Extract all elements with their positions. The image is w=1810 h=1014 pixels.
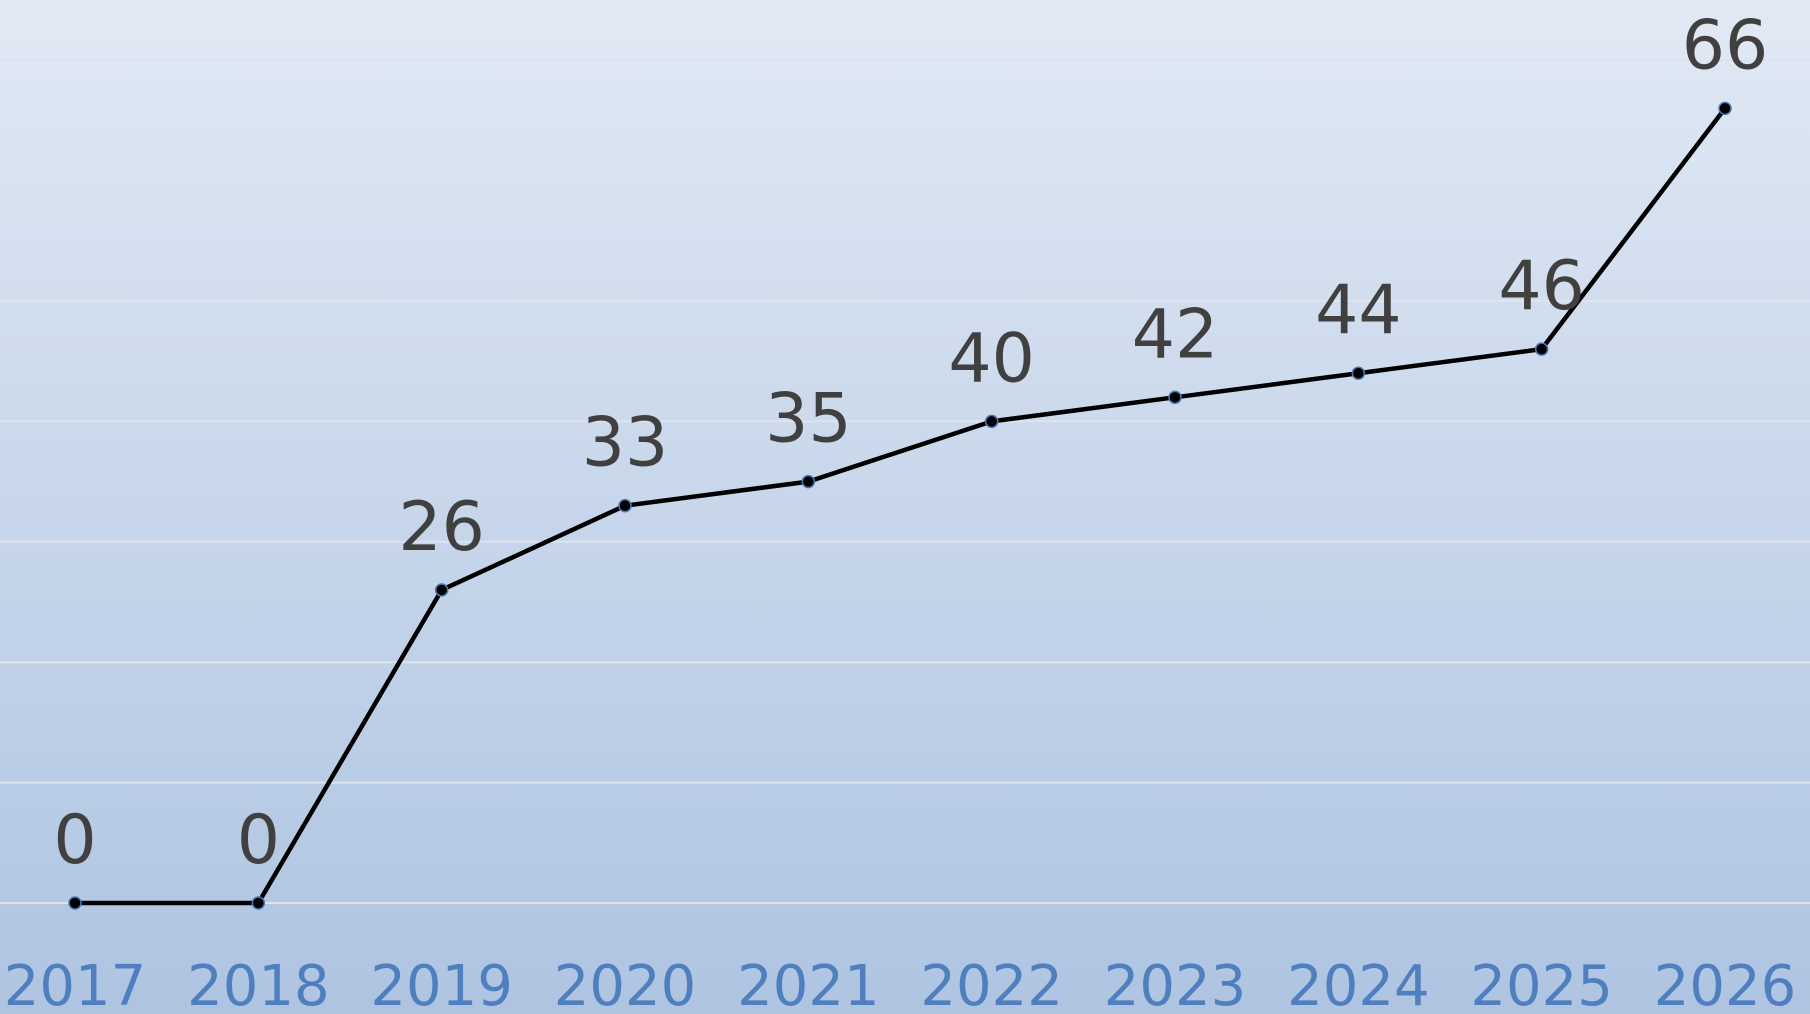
- x-tick-label: 2020: [554, 954, 697, 1014]
- point: [1534, 342, 1549, 356]
- data-label: 33: [582, 404, 669, 483]
- data-label: 44: [1315, 271, 1402, 350]
- data-label: 26: [398, 488, 485, 567]
- x-tick-label: 2022: [920, 954, 1063, 1014]
- data-label: 46: [1498, 247, 1585, 326]
- point: [1168, 390, 1182, 405]
- x-tick-label: 2023: [1104, 954, 1247, 1014]
- point: [1351, 366, 1366, 380]
- x-tick-label: 2025: [1470, 954, 1613, 1014]
- point: [801, 474, 816, 489]
- line: [75, 106, 1727, 906]
- x-tick-label: 2026: [1654, 954, 1797, 1014]
- x-tick-label: 2017: [4, 954, 147, 1014]
- data-label: 0: [237, 801, 280, 880]
- data-label: 40: [948, 319, 1035, 398]
- x-tick-label: 2021: [737, 954, 880, 1014]
- point: [251, 896, 266, 910]
- data-label: 42: [1132, 295, 1219, 374]
- data-label: 35: [765, 380, 852, 459]
- x-tick-label: 2018: [187, 954, 330, 1014]
- point: [68, 896, 82, 910]
- point: [618, 498, 632, 513]
- point: [434, 583, 449, 597]
- data-label: 0: [53, 801, 96, 880]
- point: [984, 414, 999, 429]
- x-tick-label: 2024: [1287, 954, 1430, 1014]
- point: [1718, 101, 1732, 116]
- x-tick-label: 2019: [370, 954, 513, 1014]
- data-label: 66: [1682, 6, 1769, 85]
